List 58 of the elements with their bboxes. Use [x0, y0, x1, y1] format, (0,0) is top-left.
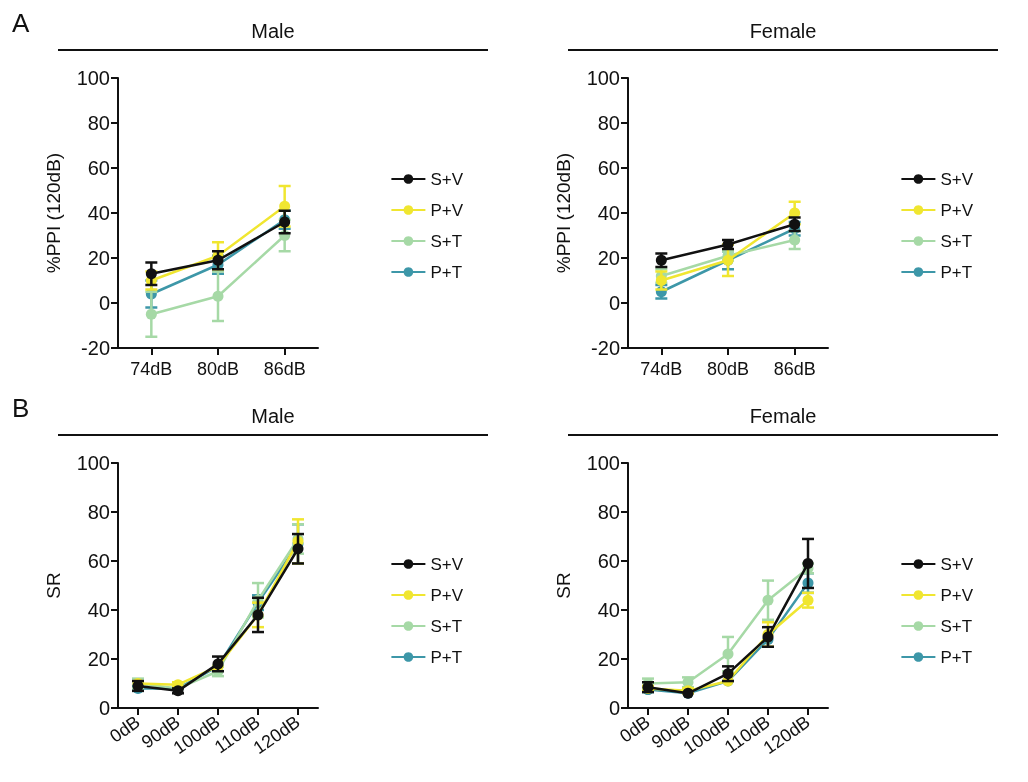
- y-tick-label: -20: [591, 337, 620, 359]
- y-tick-label: 60: [597, 157, 620, 179]
- y-tick-label: -20: [81, 337, 110, 359]
- y-axis-title: SR: [43, 572, 64, 599]
- y-tick-label: 60: [87, 157, 110, 179]
- x-tick-label: 86dB: [263, 359, 306, 379]
- y-tick-label: 80: [597, 112, 620, 134]
- chart-title: Male: [58, 405, 488, 436]
- legend-label: S+T: [430, 231, 463, 251]
- y-axis-title: %PPI (120dB): [553, 152, 574, 274]
- y-axis-title: SR: [553, 572, 574, 599]
- chart-title: Male: [58, 20, 488, 51]
- y-tick-label: 100: [76, 452, 110, 474]
- y-tick-label: 20: [87, 247, 110, 269]
- y-tick-label: 20: [597, 648, 620, 670]
- y-tick-label: 0: [98, 292, 110, 314]
- legend-label: P+V: [940, 200, 974, 220]
- y-tick-label: 40: [597, 202, 620, 224]
- legend-label: S+V: [940, 169, 974, 189]
- y-tick-label: 0: [608, 292, 620, 314]
- legend-label: S+V: [430, 554, 464, 574]
- legend-label: P+V: [940, 585, 974, 605]
- y-tick-label: 0: [608, 697, 620, 719]
- legend-label: P+V: [430, 585, 464, 605]
- y-tick-label: 0: [98, 697, 110, 719]
- y-tick-label: 40: [87, 202, 110, 224]
- legend-label: S+T: [940, 231, 973, 251]
- y-tick-label: 20: [87, 648, 110, 670]
- legend-label: P+T: [430, 647, 463, 667]
- legend-label: S+T: [430, 616, 463, 636]
- y-tick-label: 40: [597, 599, 620, 621]
- legend-label: S+V: [940, 554, 974, 574]
- y-tick-label: 80: [87, 112, 110, 134]
- x-tick-label: 86dB: [773, 359, 816, 379]
- legend-label: P+T: [940, 647, 973, 667]
- y-tick-label: 100: [586, 67, 620, 89]
- y-tick-label: 60: [87, 550, 110, 572]
- legend-label: S+T: [940, 616, 973, 636]
- y-tick-label: 80: [597, 501, 620, 523]
- x-tick-label: 80dB: [196, 359, 240, 379]
- x-tick-label: 74dB: [130, 359, 173, 379]
- legend-label: S+V: [430, 169, 464, 189]
- y-tick-label: 40: [87, 599, 110, 621]
- y-tick-label: 100: [586, 452, 620, 474]
- x-tick-label: 74dB: [640, 359, 683, 379]
- text: B: [12, 393, 30, 424]
- legend-label: P+V: [430, 200, 464, 220]
- y-axis-title: %PPI (120dB): [43, 152, 64, 274]
- chart-title: Female: [568, 20, 998, 51]
- y-tick-label: 60: [597, 550, 620, 572]
- y-tick-label: 80: [87, 501, 110, 523]
- legend-label: P+T: [430, 262, 463, 282]
- x-tick-label: 80dB: [706, 359, 750, 379]
- y-tick-label: 20: [597, 247, 620, 269]
- y-tick-label: 100: [76, 67, 110, 89]
- legend-label: P+T: [940, 262, 973, 282]
- chart-title: Female: [568, 405, 998, 436]
- text: A: [12, 8, 30, 39]
